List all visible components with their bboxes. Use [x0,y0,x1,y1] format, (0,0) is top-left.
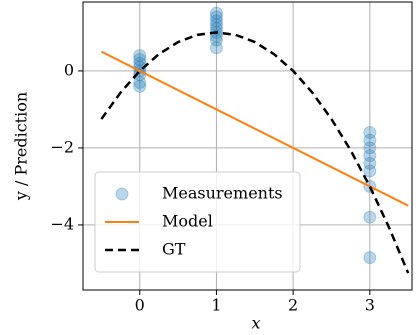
scatter-point [363,164,377,178]
legend: Measurements Model GT [94,171,301,273]
x-axis-label: x [251,314,260,333]
scatter-point [133,79,147,93]
scatter-point [133,75,147,89]
scatter-point [133,52,147,66]
axes-frame [82,1,413,291]
y-tick-label: −2 [50,137,74,156]
scatter-point [363,126,377,140]
scatter-point [209,10,223,24]
scatter-point [363,141,377,155]
y-tick-label: 0 [64,60,74,79]
line [100,31,410,274]
scatter-point [209,41,223,55]
y-tick-label: −4 [50,214,74,233]
scatter-point [363,149,377,163]
scatter-point [209,18,223,32]
legend-label: Model [162,212,213,231]
legend-marker [115,187,129,201]
plot-area [100,6,410,274]
scatter-point [209,6,223,20]
legend-label: Measurements [162,184,283,203]
scatter-point [209,33,223,47]
x-tick-label: 1 [211,296,221,315]
scatter-point [209,14,223,28]
scatter-point [363,156,377,170]
x-tick-label: 0 [135,296,145,315]
scatter-point [133,56,147,70]
y-axis-label: y / Prediction [12,92,31,201]
scatter-point [133,49,147,63]
legend-label: GT [162,240,186,259]
x-tick-label: 3 [365,296,375,315]
scatter-point [363,133,377,147]
legend-box [94,171,301,273]
x-tick-label: 2 [288,296,298,315]
scatter-point [363,210,377,224]
scatter-point [363,251,377,265]
line [100,50,409,207]
